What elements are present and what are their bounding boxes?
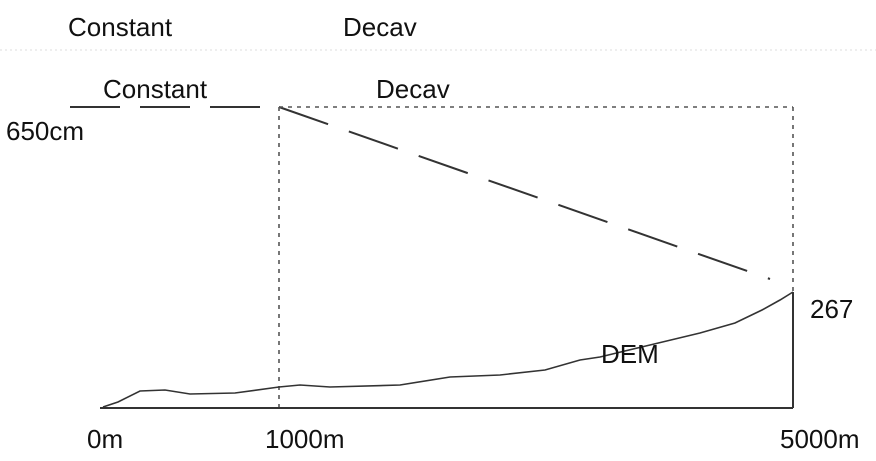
dem-profile-line: [102, 291, 794, 408]
start-depth-label: 650cm: [6, 116, 84, 146]
decay-depth-line: [278, 106, 771, 280]
end-depth-label: 267: [810, 294, 853, 324]
x-label-1000m: 1000m: [265, 424, 345, 454]
x-label-5000m: 5000m: [780, 424, 860, 454]
constant-zone-label: Constant: [103, 74, 208, 104]
x-label-0m: 0m: [87, 424, 123, 454]
top-constant-label: Constant: [68, 12, 173, 42]
dem-label: DEM: [601, 339, 659, 369]
decay-zone-label: Decav: [376, 74, 450, 104]
top-decay-label: Decav: [343, 12, 417, 42]
